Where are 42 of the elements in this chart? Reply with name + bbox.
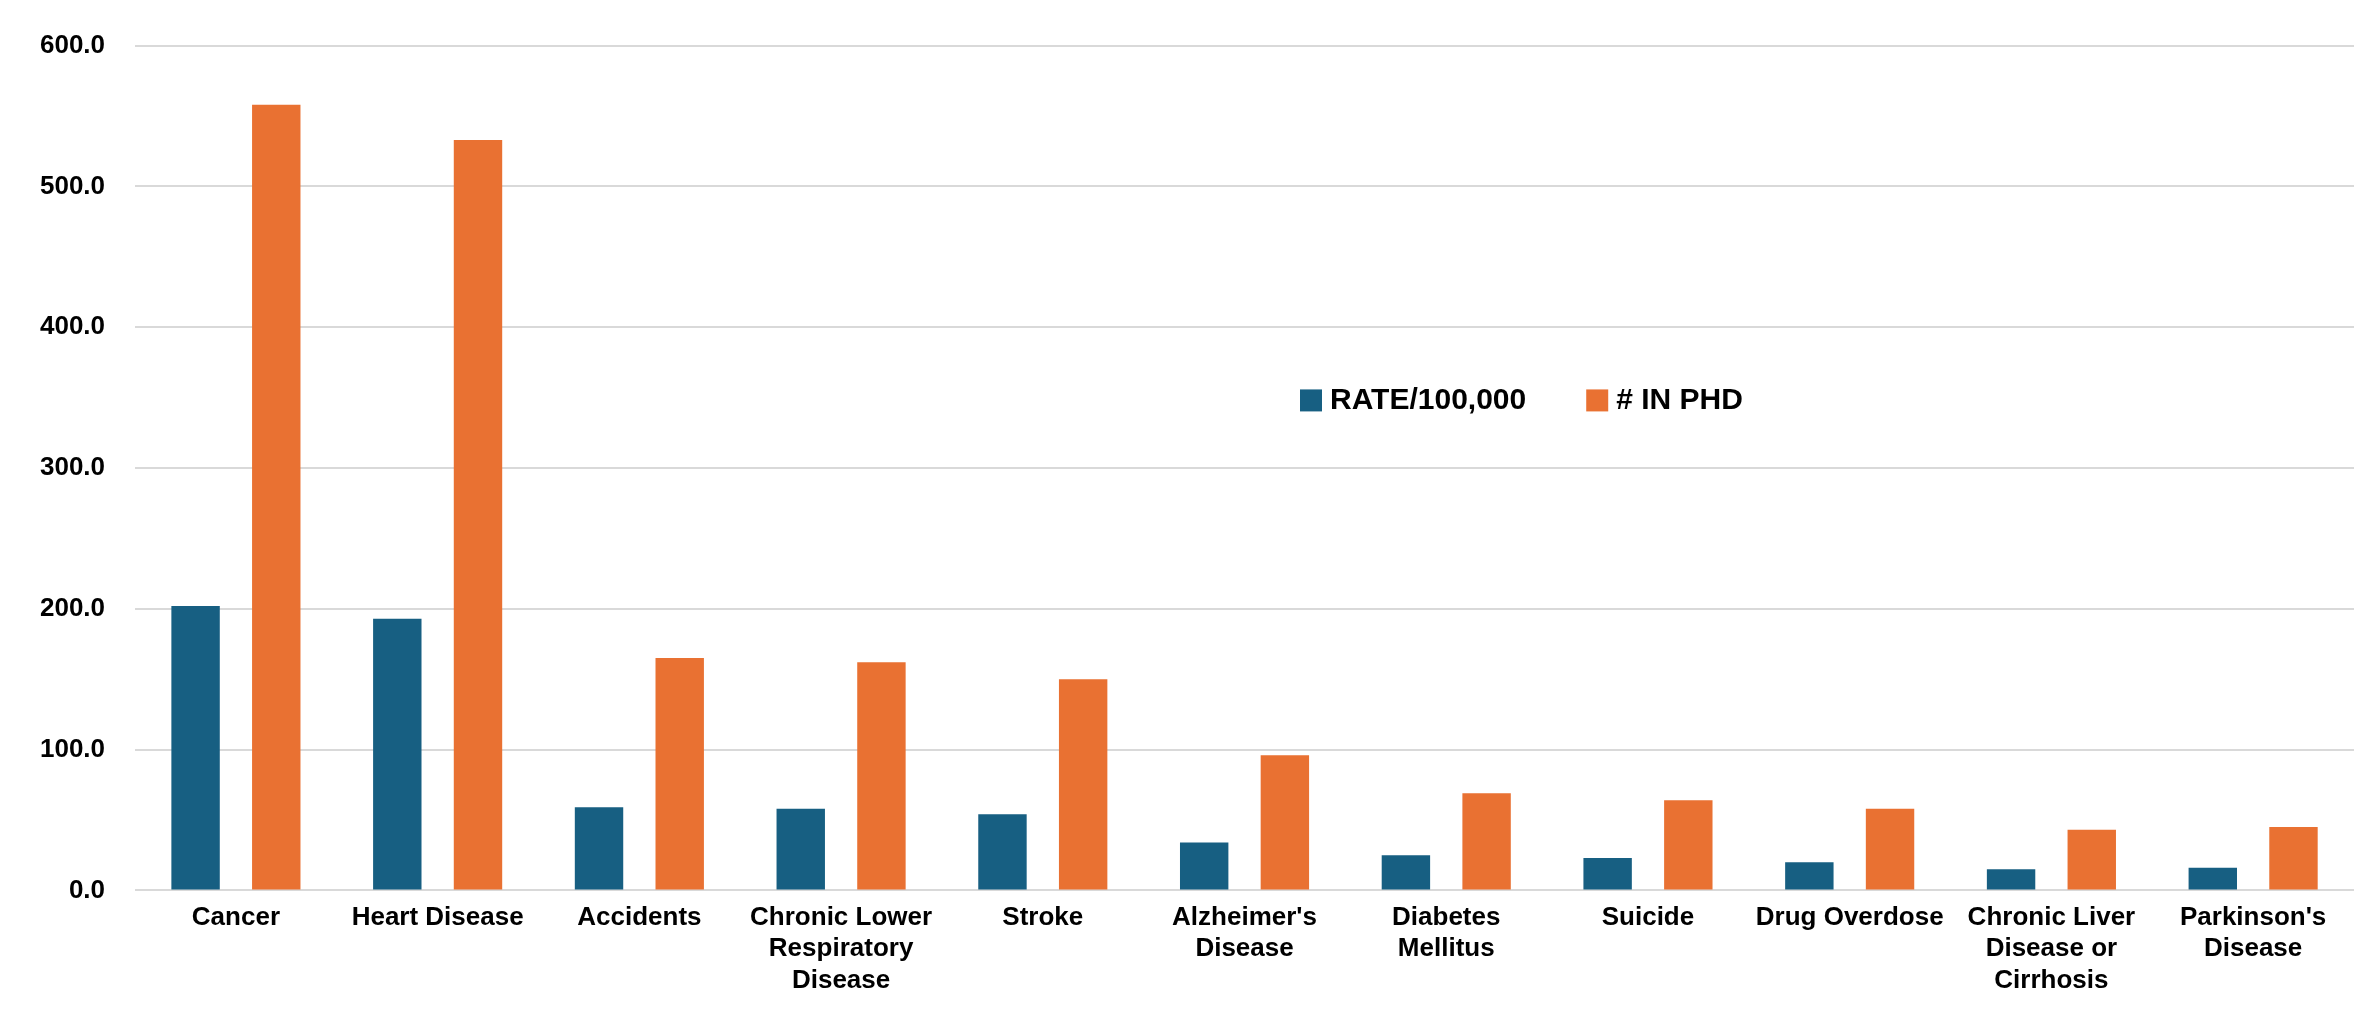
bar xyxy=(1865,808,1915,890)
x-tick-label: Accidents xyxy=(577,901,702,932)
bar xyxy=(2269,827,2318,890)
x-tick-label: Suicide xyxy=(1601,901,1695,932)
bar xyxy=(655,658,704,890)
y-tick-label: 0.0 xyxy=(68,873,106,904)
y-tick-label: 200.0 xyxy=(39,591,106,622)
legend-label: RATE/100,000 xyxy=(1330,381,1527,415)
x-tick-label: Alzheimer's Disease xyxy=(1172,901,1317,963)
y-tick-label: 600.0 xyxy=(39,28,106,59)
bar xyxy=(453,139,503,890)
bar xyxy=(1381,855,1431,890)
x-tick-label: Cancer xyxy=(191,901,280,932)
bar xyxy=(1664,800,1713,890)
x-tick-label: Parkinson's Disease xyxy=(2179,901,2327,963)
x-tick-label: Drug Overdose xyxy=(1755,901,1944,932)
bar xyxy=(1058,679,1108,890)
y-tick-label: 100.0 xyxy=(39,732,106,763)
x-tick-label: Heart Disease xyxy=(351,901,524,932)
y-tick-label: 300.0 xyxy=(39,451,106,482)
bar xyxy=(2067,829,2116,890)
x-tick-label: Diabetes Mellitus xyxy=(1392,901,1501,963)
x-tick-label: Stroke xyxy=(1002,901,1084,932)
bar xyxy=(171,605,220,890)
x-tick-label: Chronic Lower Respiratory Disease xyxy=(750,901,933,994)
y-tick-label: 400.0 xyxy=(39,310,106,341)
bar xyxy=(1179,842,1229,890)
x-tick-label: Chronic Liver Disease or Cirrhosis xyxy=(1967,901,2136,994)
y-tick-label: 500.0 xyxy=(39,169,106,200)
bar xyxy=(978,814,1027,890)
bar xyxy=(857,662,906,890)
bar xyxy=(1260,755,1310,890)
bar xyxy=(1462,793,1511,890)
bar xyxy=(1785,862,1834,890)
bar xyxy=(373,618,422,890)
bar xyxy=(1986,869,2036,890)
bar xyxy=(1583,858,1632,890)
bar xyxy=(252,104,301,890)
legend-label: # IN PHD xyxy=(1616,381,1743,415)
bar xyxy=(574,807,624,890)
bar xyxy=(2188,867,2237,890)
bar xyxy=(776,808,825,890)
